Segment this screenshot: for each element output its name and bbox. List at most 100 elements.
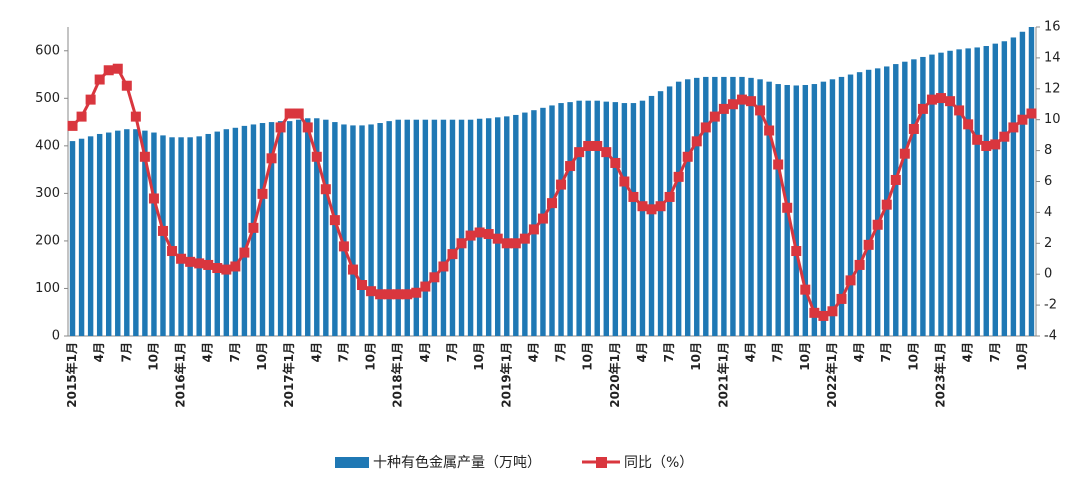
- bar: [205, 133, 211, 336]
- bar: [684, 79, 691, 337]
- marker: [981, 140, 992, 151]
- marker: [673, 171, 684, 182]
- bar: [603, 101, 609, 337]
- bar: [694, 77, 700, 337]
- marker: [547, 198, 557, 209]
- bar: [241, 125, 248, 336]
- marker: [854, 259, 865, 270]
- x-tick-label: 2015年1月: [64, 342, 79, 408]
- bar: [295, 119, 302, 336]
- y2-tick-label: 12: [1044, 81, 1061, 96]
- x-tick-label: 10月: [906, 342, 920, 371]
- x-tick-label: 4月: [526, 342, 540, 362]
- x-tick-label: 4月: [418, 342, 432, 362]
- marker: [556, 179, 567, 190]
- bar: [703, 76, 709, 337]
- marker: [718, 103, 729, 114]
- bar: [558, 103, 564, 336]
- bar: [811, 84, 818, 337]
- marker: [619, 176, 630, 187]
- marker: [746, 96, 757, 107]
- marker: [257, 188, 268, 199]
- bar: [956, 49, 962, 336]
- x-tick-label: 10月: [364, 342, 378, 371]
- bar: [739, 76, 745, 337]
- marker: [908, 123, 919, 134]
- marker: [528, 224, 539, 235]
- bar: [947, 50, 953, 337]
- bar: [259, 123, 266, 336]
- marker: [727, 99, 738, 110]
- bar: [847, 74, 854, 337]
- marker: [148, 193, 159, 204]
- marker: [112, 63, 123, 74]
- marker: [320, 184, 331, 195]
- bar: [748, 77, 754, 337]
- marker: [610, 157, 621, 168]
- marker: [212, 263, 223, 274]
- bar: [124, 129, 130, 336]
- bar: [893, 64, 899, 336]
- x-tick-label: 2020年1月: [607, 342, 622, 408]
- marker: [809, 307, 820, 318]
- marker: [863, 239, 874, 250]
- bar: [576, 100, 582, 336]
- marker: [130, 111, 141, 122]
- bar: [965, 48, 971, 337]
- x-tick-label: 7月: [445, 342, 459, 362]
- bar: [874, 68, 881, 336]
- bar: [666, 86, 673, 336]
- bar: [467, 119, 474, 336]
- marker: [890, 174, 901, 185]
- marker: [936, 93, 947, 104]
- marker: [221, 264, 232, 275]
- bar: [594, 100, 600, 336]
- y-tick-label: 100: [35, 281, 60, 296]
- bar: [621, 103, 628, 336]
- marker: [483, 229, 494, 240]
- y2-tick-label: 16: [1044, 20, 1061, 35]
- marker: [736, 94, 747, 105]
- x-tick-label: 2019年1月: [498, 342, 513, 408]
- x-tick-label: 2021年1月: [715, 342, 730, 408]
- marker: [592, 140, 603, 151]
- marker: [402, 289, 413, 300]
- marker: [899, 148, 910, 159]
- bar: [115, 130, 121, 336]
- marker: [94, 74, 105, 85]
- x-tick-label: 7月: [119, 342, 133, 362]
- bar: [422, 119, 429, 336]
- marker: [302, 122, 313, 133]
- marker: [637, 201, 648, 212]
- marker: [239, 247, 250, 258]
- bar: [458, 119, 465, 336]
- x-tick-label: 7月: [879, 342, 893, 362]
- bar: [431, 119, 438, 336]
- bar: [820, 81, 827, 337]
- marker: [203, 259, 214, 270]
- y-tick-label: 500: [35, 91, 60, 106]
- bar: [223, 129, 230, 336]
- bar: [386, 121, 392, 336]
- bar: [404, 119, 410, 336]
- marker: [755, 105, 766, 116]
- bar: [802, 84, 809, 337]
- bar: [793, 85, 799, 336]
- marker: [1026, 108, 1037, 119]
- y-tick-label: 0: [52, 329, 60, 344]
- bar: [178, 137, 184, 336]
- x-tick-label: 2022年1月: [824, 342, 839, 408]
- marker: [429, 272, 440, 283]
- bar: [766, 81, 772, 337]
- bar: [902, 61, 908, 337]
- marker: [655, 201, 666, 212]
- bar: [856, 72, 863, 337]
- marker: [628, 191, 639, 202]
- marker: [827, 306, 838, 317]
- marker: [791, 246, 802, 257]
- marker: [384, 289, 395, 300]
- marker: [366, 286, 377, 297]
- bar: [929, 54, 935, 337]
- bar: [449, 119, 456, 336]
- y-tick-label: 600: [35, 43, 60, 58]
